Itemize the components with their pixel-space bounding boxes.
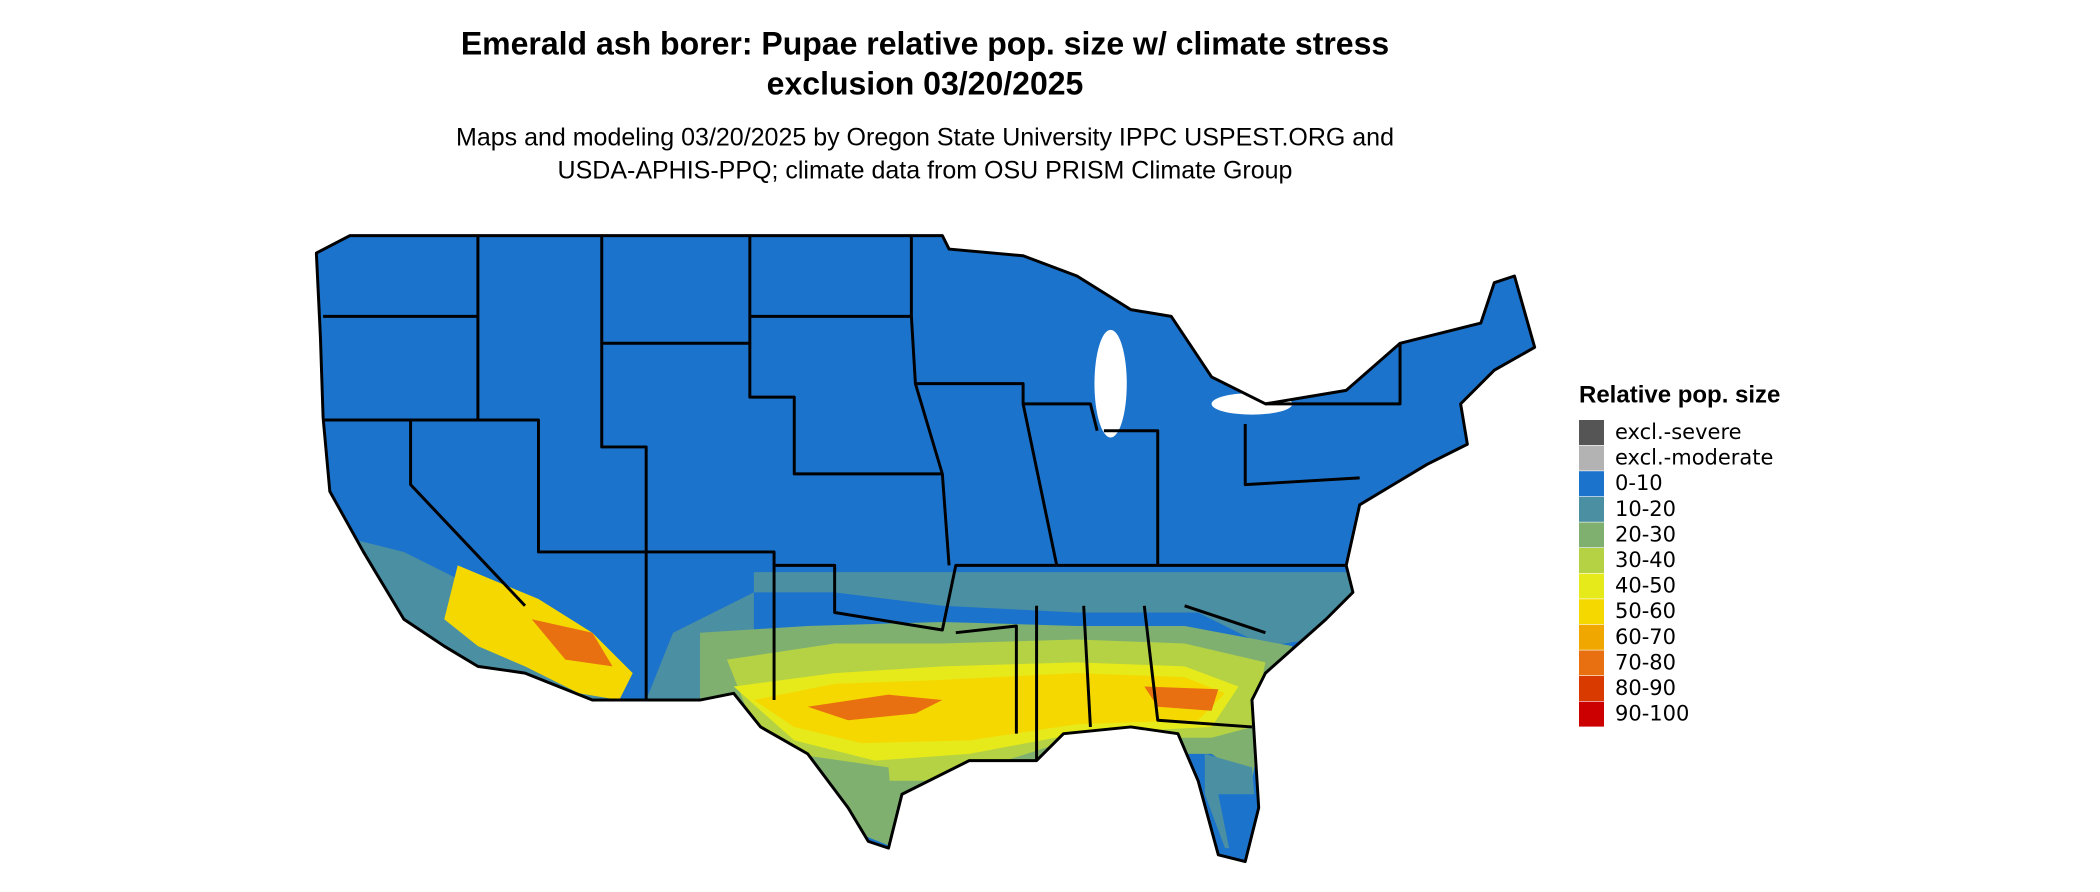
- map: [314, 234, 1537, 864]
- region: [350, 538, 1360, 701]
- region: [753, 673, 1226, 744]
- legend-label: 40-50: [1615, 574, 1676, 598]
- legend: excl.-severeexcl.-moderate0-1010-2020-30…: [1579, 420, 1773, 727]
- lake: [1094, 329, 1127, 438]
- legend-label: excl.-moderate: [1615, 446, 1773, 470]
- legend-swatch: [1579, 599, 1604, 625]
- region: [531, 619, 613, 667]
- legend-label: 50-60: [1615, 599, 1676, 623]
- subtitle: USDA-APHIS-PPQ; climate data from OSU PR…: [558, 157, 1293, 185]
- region: [444, 565, 633, 701]
- legend-swatch: [1579, 701, 1604, 727]
- legend-swatch: [1579, 573, 1604, 599]
- legend-label: 0-10: [1615, 471, 1663, 495]
- legend-label: 30-40: [1615, 548, 1676, 572]
- legend-swatch: [1579, 650, 1604, 676]
- legend-swatch: [1579, 548, 1604, 573]
- region: [1144, 686, 1219, 711]
- legend-label: 20-30: [1615, 522, 1676, 546]
- region: [807, 694, 943, 721]
- legend-swatch: [1579, 676, 1604, 701]
- subtitle: Maps and modeling 03/20/2025 by Oregon S…: [456, 124, 1394, 152]
- legend-label: 60-70: [1615, 625, 1676, 649]
- legend-swatch: [1579, 420, 1604, 445]
- region: [316, 235, 1535, 862]
- legend-label: 90-100: [1615, 702, 1689, 726]
- legend-label: 70-80: [1615, 650, 1676, 674]
- legend-swatch: [1579, 496, 1604, 522]
- legend-swatch: [1579, 445, 1604, 471]
- title: exclusion 03/20/2025: [767, 65, 1084, 101]
- legend-swatch: [1579, 471, 1604, 497]
- title: Emerald ash borer: Pupae relative pop. s…: [461, 25, 1389, 61]
- legend-title: Relative pop. size: [1579, 381, 1780, 408]
- legend-label: 80-90: [1615, 676, 1676, 700]
- legend-swatch: [1579, 522, 1604, 548]
- state-borders: [323, 235, 1402, 761]
- legend-swatch: [1579, 624, 1604, 650]
- legend-label: 10-20: [1615, 497, 1676, 521]
- legend-label: excl.-severe: [1615, 420, 1742, 444]
